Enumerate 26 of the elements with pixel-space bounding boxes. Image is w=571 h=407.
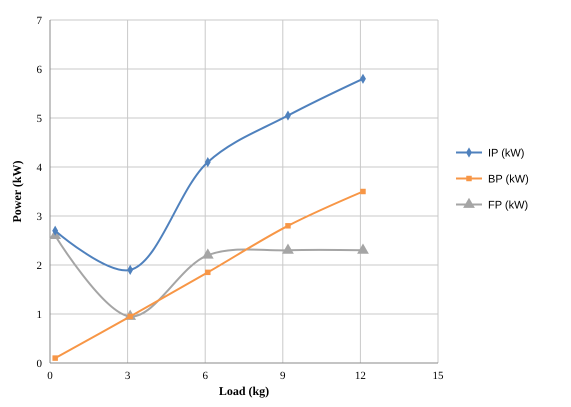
y-tick-label: 5 bbox=[36, 113, 42, 125]
y-axis-title: Power (kW) bbox=[10, 160, 24, 223]
y-tick-label: 4 bbox=[36, 162, 42, 174]
point bbox=[357, 244, 369, 254]
y-tick-label: 2 bbox=[36, 260, 42, 272]
legend-label: FP (kW) bbox=[488, 200, 528, 212]
y-tick-label: 3 bbox=[36, 211, 42, 223]
x-tick-label: 3 bbox=[124, 370, 131, 382]
point bbox=[285, 223, 291, 229]
x-tick-label: 6 bbox=[202, 370, 208, 382]
point bbox=[282, 244, 294, 254]
point bbox=[360, 188, 366, 194]
point bbox=[205, 270, 211, 276]
x-tick-label: 15 bbox=[432, 370, 444, 382]
x-tick-label: 9 bbox=[280, 370, 286, 382]
y-tick-label: 0 bbox=[36, 358, 42, 370]
x-tick-label: 0 bbox=[47, 370, 54, 382]
x-tick-label: 12 bbox=[354, 370, 366, 382]
point bbox=[202, 248, 214, 259]
legend-label: IP (kW) bbox=[488, 148, 524, 160]
point bbox=[52, 355, 58, 361]
legend-label: BP (kW) bbox=[488, 174, 529, 186]
y-tick-label: 1 bbox=[36, 309, 42, 321]
y-tick-label: 6 bbox=[36, 64, 42, 76]
x-axis-title: Load (kg) bbox=[218, 384, 270, 398]
y-tick-label: 7 bbox=[36, 15, 42, 27]
